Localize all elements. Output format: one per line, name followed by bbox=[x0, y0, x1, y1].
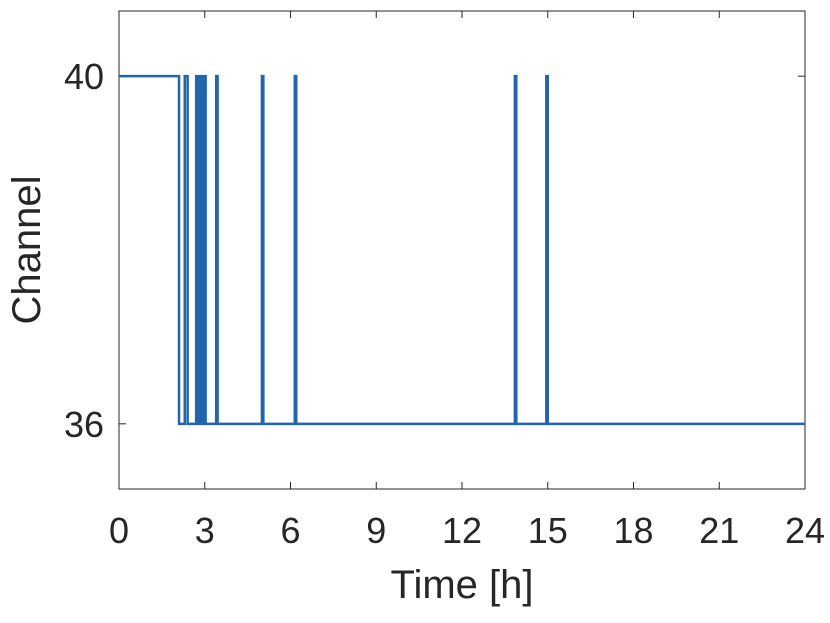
x-tick-label: 24 bbox=[785, 510, 825, 551]
x-tick-label: 6 bbox=[280, 510, 300, 551]
x-tick-label: 9 bbox=[366, 510, 386, 551]
y-ticks: 36 40 bbox=[64, 56, 805, 445]
x-axis-label: Time [h] bbox=[391, 563, 534, 607]
y-axis-label: Channel bbox=[5, 175, 49, 324]
x-tick-label: 15 bbox=[528, 510, 568, 551]
plot-area bbox=[118, 10, 806, 490]
x-tick-label: 21 bbox=[699, 510, 739, 551]
x-tick-label: 18 bbox=[613, 510, 653, 551]
x-tick-label: 0 bbox=[109, 510, 129, 551]
x-tick-label: 12 bbox=[442, 510, 482, 551]
y-tick-label: 40 bbox=[64, 56, 104, 97]
series-layer bbox=[119, 74, 805, 426]
series-line bbox=[119, 74, 805, 426]
x-ticks: 0 3 6 9 12 15 18 21 24 bbox=[109, 11, 825, 551]
y-tick-label: 36 bbox=[64, 404, 104, 445]
x-tick-label: 3 bbox=[195, 510, 215, 551]
